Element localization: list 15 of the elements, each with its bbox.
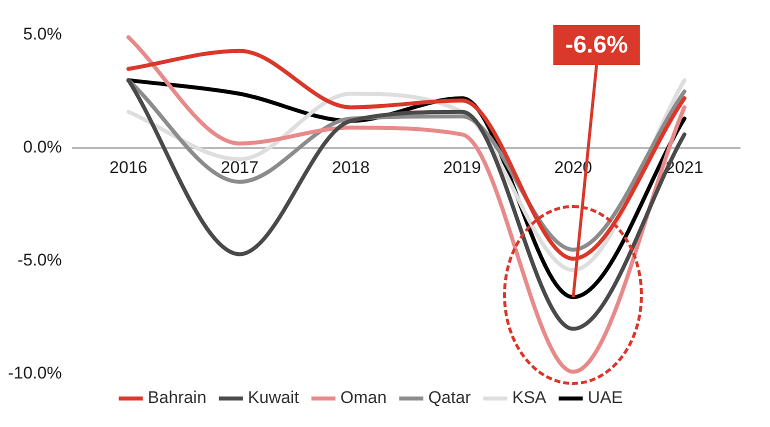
legend-label: Kuwait — [248, 388, 300, 408]
legend-label: Oman — [340, 388, 387, 408]
y-tick-label: 5.0% — [23, 24, 62, 44]
x-tick-label: 2019 — [443, 158, 481, 177]
y-tick-label: -5.0% — [17, 250, 62, 270]
y-tick-label: -10.0% — [8, 364, 62, 383]
x-tick-label: 2018 — [332, 158, 370, 177]
legend-label: Qatar — [428, 388, 472, 408]
annotation: -6.6% — [565, 32, 628, 59]
y-tick-label: 0.0% — [23, 138, 62, 157]
x-tick-label: 2017 — [220, 158, 259, 177]
legend-label: Bahrain — [148, 388, 206, 408]
legend-label: KSA — [512, 388, 547, 408]
legend-label: UAE — [588, 388, 623, 408]
x-tick-label: 2016 — [110, 158, 148, 177]
